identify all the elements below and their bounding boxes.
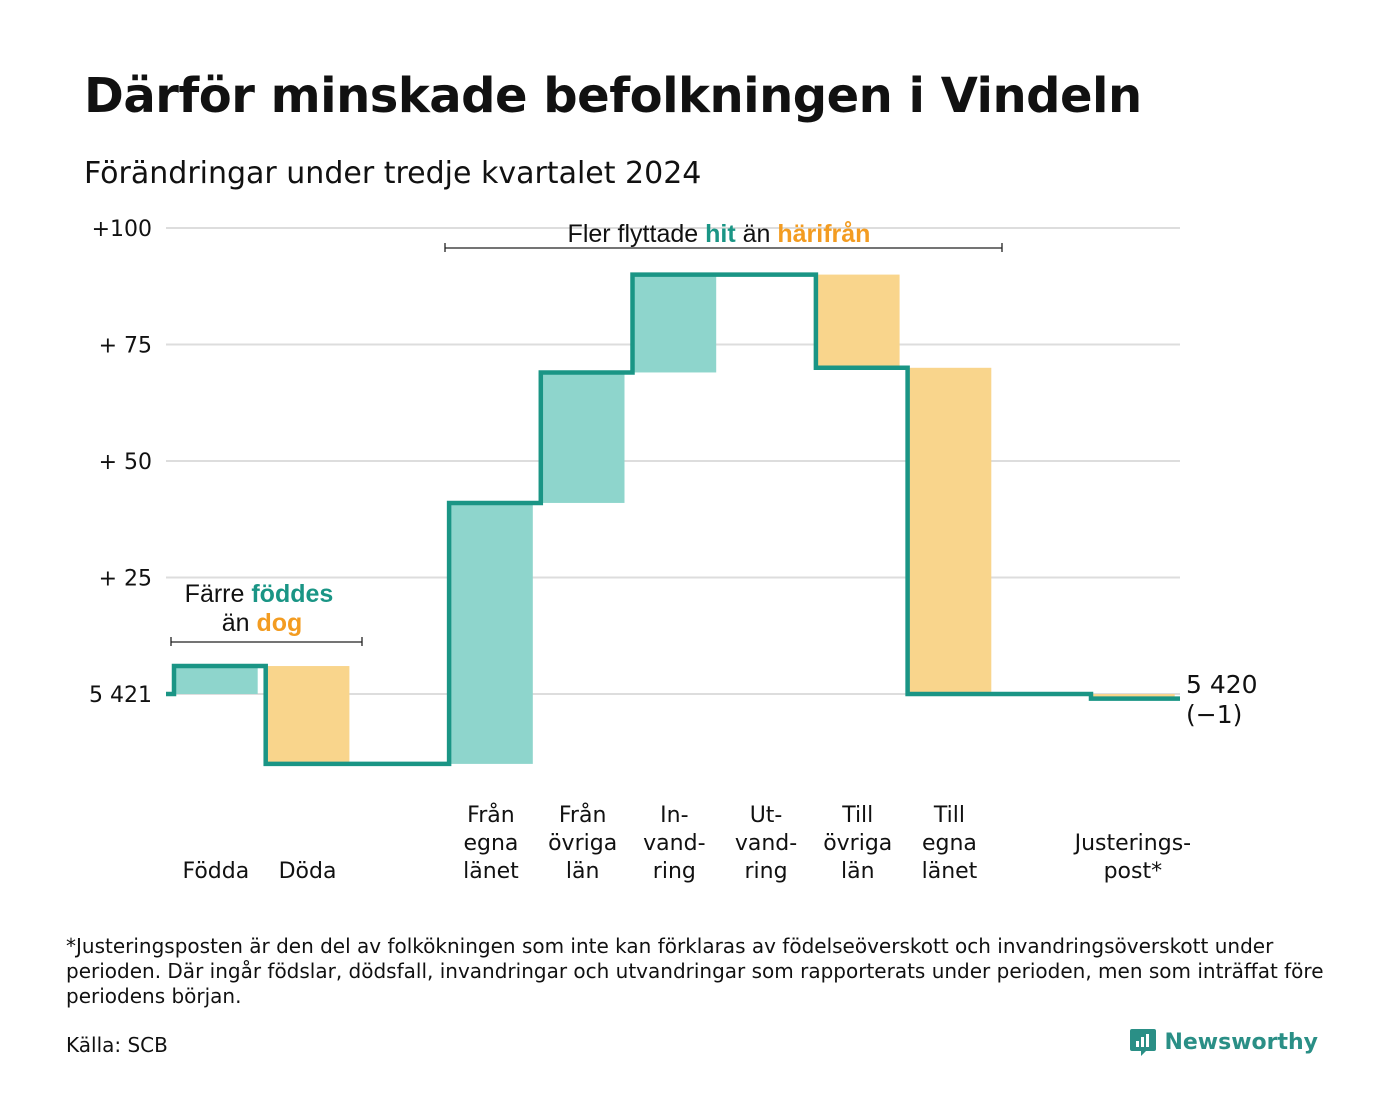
waterfall-bar [447, 502, 533, 764]
category-label: län [566, 859, 600, 884]
category-label: Till [933, 803, 965, 828]
y-tick-label: + 75 [99, 334, 152, 359]
waterfall-bar [813, 274, 900, 368]
category-labels: Födda Döda Från egna länet Från övriga län In-va… [182, 802, 1191, 884]
annotation-text: Fler flyttade [568, 220, 706, 248]
category-label: Till [841, 803, 873, 828]
source-label: Källa: SCB [66, 1033, 168, 1057]
category-label: egna [922, 831, 977, 856]
waterfall-bar [172, 666, 258, 694]
newsworthy-logo-icon [1130, 1029, 1157, 1056]
category-label: In- [660, 803, 688, 828]
end-value-label: (−1) [1186, 700, 1242, 729]
annotation-highlight: dog [256, 609, 302, 637]
category-label: Från [467, 802, 515, 828]
annotation-migration: Fler flyttade hit än härifrån [568, 220, 871, 248]
waterfall-bar [1089, 694, 1175, 699]
brand-logo: Newsworthy [1130, 1027, 1318, 1057]
waterfall-bar [905, 367, 992, 694]
category-label: egna [463, 831, 518, 856]
waterfall-bar [263, 666, 350, 764]
brand-name: Newsworthy [1164, 1029, 1318, 1055]
annotation-highlight: hit [705, 220, 736, 248]
category-label: Döda [279, 859, 337, 884]
annotation-highlight: härifrån [777, 220, 870, 248]
category-label: länet [922, 859, 978, 884]
category-label: övriga [823, 831, 892, 856]
annotation-highlight: föddes [251, 580, 333, 608]
category-label: länet [463, 859, 519, 884]
waterfall-bar [630, 274, 717, 373]
category-label: ring [653, 859, 696, 884]
category-label: post* [1104, 859, 1163, 884]
category-label: ring [745, 859, 788, 884]
y-axis: 5 421 + 25 + 50 + 75 +100 [89, 217, 152, 708]
annotation-text: Färre [185, 580, 252, 608]
annotation-bracket [444, 243, 1003, 252]
annotation-text: än [222, 609, 257, 637]
y-tick-label: 5 421 [89, 683, 152, 708]
category-label: övriga [548, 831, 617, 856]
y-tick-label: + 25 [99, 567, 152, 592]
chart-subtitle: Förändringar under tredje kvartalet 2024 [84, 156, 702, 191]
category-label: vand- [643, 831, 705, 856]
annotation-bracket [170, 637, 363, 646]
category-label: Justerings- [1073, 831, 1192, 856]
running-total-line [166, 272, 1180, 767]
step-line [166, 272, 1180, 767]
end-value-label: 5 420 [1186, 670, 1258, 699]
y-tick-label: +100 [92, 217, 152, 242]
waterfall-chart: 5 421 + 25 + 50 + 75 +100 Födda Döda Från egna l… [89, 217, 1258, 884]
category-label: Från [559, 802, 607, 828]
category-label: vand- [735, 831, 797, 856]
footnote: *Justeringsposten är den del av folkökni… [66, 934, 1324, 1008]
end-label: 5 420(−1) [1186, 670, 1258, 729]
annotation-birth-line2: än dog [222, 609, 303, 637]
category-label: Ut- [750, 803, 783, 828]
y-tick-label: + 50 [99, 450, 152, 475]
bars [172, 274, 1175, 764]
annotation-text: än [736, 220, 778, 248]
waterfall-bar [538, 372, 625, 503]
category-label: län [841, 859, 875, 884]
chart-title: Därför minskade befolkningen i Vindeln [84, 68, 1142, 124]
annotation-birth-line1: Färre föddes [185, 580, 334, 608]
category-label: Födda [182, 859, 249, 884]
